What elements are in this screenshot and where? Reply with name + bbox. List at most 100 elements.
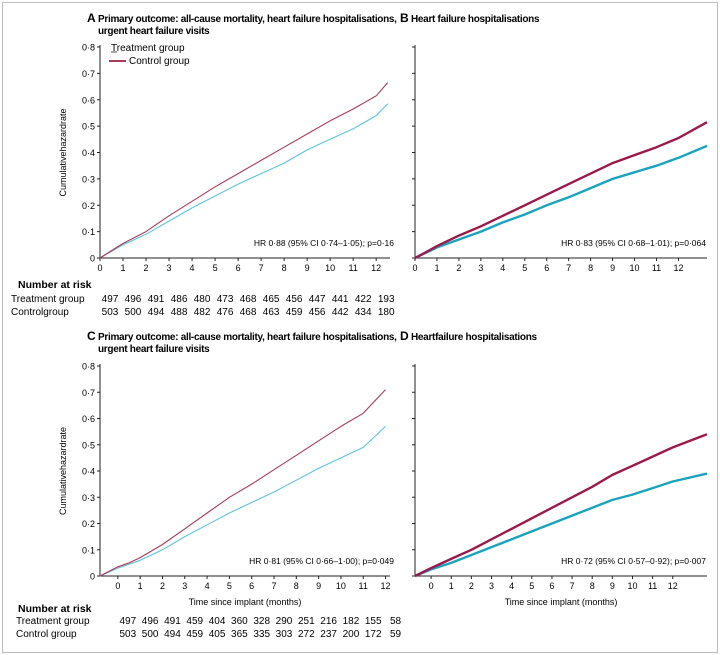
panel-letter: B — [400, 11, 409, 25]
panel-letter: C — [87, 329, 96, 343]
x-tick-label: 11 — [349, 263, 358, 273]
risk-value: 422 — [355, 294, 372, 305]
risk-value: 488 — [171, 307, 188, 318]
panel-letter: D — [400, 329, 409, 343]
y-tick-label: 0·3 — [82, 174, 95, 184]
x-tick-label: 12 — [668, 581, 678, 591]
risk-value: 482 — [194, 307, 211, 318]
risk-value: 447 — [309, 294, 326, 305]
x-tick-label: 8 — [590, 581, 595, 591]
x-tick-label: 0 — [97, 263, 102, 273]
risk-value: 473 — [217, 294, 234, 305]
x-tick-label: 9 — [316, 581, 321, 591]
y-tick-label: 0 — [90, 572, 95, 582]
risk-value: 59 — [390, 629, 402, 640]
x-tick-label: 8 — [588, 263, 593, 273]
x-tick-label: 3 — [478, 263, 483, 273]
hr-annotation: HR 0·88 (95% CI 0·74–1·05); p=0·16 — [254, 238, 394, 248]
risk-value: 180 — [378, 307, 395, 318]
y-axis-label: Cumulativehazardrate — [58, 108, 68, 196]
risk-value: 468 — [240, 307, 257, 318]
risk-value: 459 — [286, 307, 303, 318]
risk-value: 491 — [164, 616, 181, 627]
panel-title: Heart failure hospitalisations — [411, 14, 540, 25]
x-tick-label: 7 — [271, 581, 276, 591]
series-line-treatment — [414, 472, 708, 578]
x-tick-label: 9 — [610, 263, 615, 273]
risk-value: 463 — [263, 307, 280, 318]
x-tick-label: 1 — [121, 263, 126, 273]
x-tick-label: 0 — [115, 581, 120, 591]
number-at-risk-title: Number at risk — [18, 279, 92, 291]
risk-value: 497 — [102, 294, 119, 305]
series-line-treatment — [99, 425, 386, 577]
panel-title: urgent heart failure visits — [98, 26, 210, 37]
y-tick-label: 0·1 — [82, 227, 95, 237]
x-tick-label: 8 — [282, 263, 287, 273]
legend-label-treatment: Treatment group — [111, 43, 185, 54]
risk-value: 496 — [125, 294, 142, 305]
y-tick-label: 0·8 — [82, 362, 95, 372]
risk-value: 459 — [186, 629, 203, 640]
risk-value: 442 — [332, 307, 349, 318]
risk-value: 494 — [164, 629, 181, 640]
series-line-treatment — [99, 103, 389, 259]
x-tick-label: 2 — [144, 263, 149, 273]
risk-value: 328 — [253, 616, 270, 627]
risk-value: 237 — [320, 629, 337, 640]
x-tick-label: 6 — [549, 581, 554, 591]
risk-value: 58 — [390, 616, 402, 627]
x-tick-label: 6 — [236, 263, 241, 273]
y-tick-label: 0·2 — [82, 201, 95, 211]
x-tick-label: 4 — [500, 263, 505, 273]
series-line-control — [414, 433, 708, 578]
risk-value: 251 — [298, 616, 315, 627]
y-tick-label: 0·1 — [82, 545, 95, 555]
panel-letter: A — [87, 11, 96, 25]
x-tick-label: 4 — [205, 581, 210, 591]
risk-value: 434 — [355, 307, 372, 318]
x-tick-label: 11 — [359, 581, 368, 591]
risk-value: 496 — [142, 616, 159, 627]
hr-annotation: HR 0·81 (95% CI 0·66–1·00); p=0·049 — [249, 556, 394, 566]
x-tick-label: 10 — [630, 263, 640, 273]
panel-c: C Primary outcome: all-cause mortality, h… — [58, 329, 397, 607]
risk-value: 497 — [120, 616, 137, 627]
risk-value: 155 — [365, 616, 382, 627]
y-tick-label: 0·4 — [82, 148, 95, 158]
risk-value: 468 — [240, 294, 257, 305]
x-tick-label: 2 — [469, 581, 474, 591]
risk-value: 486 — [171, 294, 188, 305]
risk-value: 459 — [186, 616, 203, 627]
risk-row-label: Treatment group — [16, 616, 90, 627]
x-tick-label: 10 — [336, 581, 346, 591]
risk-value: 360 — [231, 616, 248, 627]
risk-value: 365 — [231, 629, 248, 640]
risk-row-label: Control group — [16, 629, 77, 640]
x-tick-label: 5 — [529, 581, 534, 591]
legend-label-control: Control group — [129, 56, 190, 67]
x-tick-label: 8 — [294, 581, 299, 591]
risk-value: 290 — [276, 616, 293, 627]
x-axis-label: Time since implant (months) — [505, 597, 618, 607]
risk-value: 456 — [309, 307, 326, 318]
panel-title: Primary outcome: all-cause mortality, he… — [98, 332, 397, 343]
risk-value: 303 — [276, 629, 293, 640]
risk-value: 480 — [194, 294, 211, 305]
x-tick-label: 4 — [190, 263, 195, 273]
hr-annotation: HR 0·72 (95% CI 0·57–0·92); p=0·007 — [561, 556, 706, 566]
y-tick-label: 0·6 — [82, 414, 95, 424]
risk-row-label: Controlgroup — [11, 307, 69, 318]
x-tick-label: 7 — [566, 263, 571, 273]
x-tick-label: 1 — [449, 581, 454, 591]
x-tick-label: 5 — [213, 263, 218, 273]
y-tick-label: 0·4 — [82, 467, 95, 477]
risk-value: 491 — [148, 294, 165, 305]
y-tick-label: 0·2 — [82, 519, 95, 529]
y-tick-label: 0·6 — [82, 95, 95, 105]
y-tick-label: 0·5 — [82, 122, 95, 132]
hr-annotation: HR 0·83 (95% CI 0·68–1·01); p=0·064 — [561, 238, 706, 248]
